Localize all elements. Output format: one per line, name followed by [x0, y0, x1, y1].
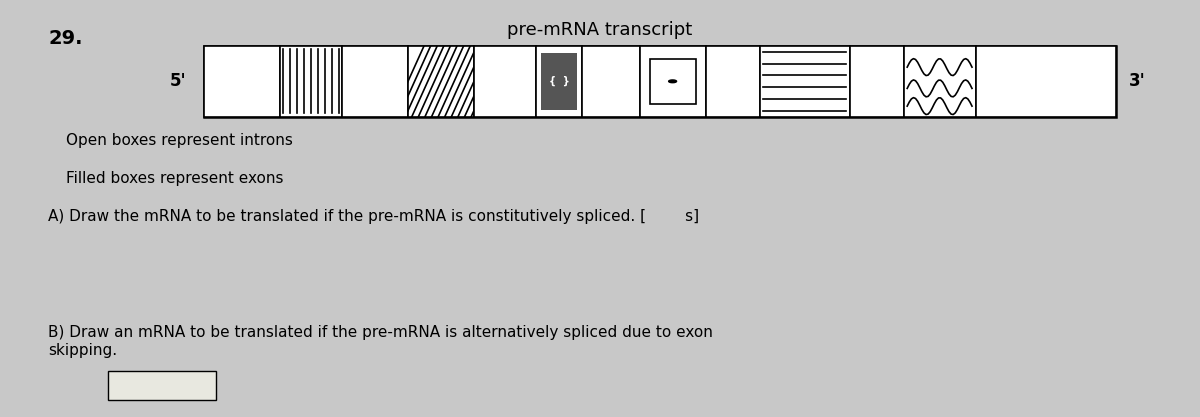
Text: 5': 5': [169, 72, 186, 90]
Bar: [474, 46, 536, 117]
Bar: [408, 46, 474, 117]
Bar: [408, 46, 474, 117]
Bar: [850, 46, 904, 117]
Bar: [582, 46, 640, 117]
Text: B) Draw an mRNA to be translated if the pre-mRNA is alternatively spliced due to: B) Draw an mRNA to be translated if the …: [48, 325, 713, 358]
Bar: [904, 46, 976, 117]
Text: Filled boxes represent exons: Filled boxes represent exons: [66, 171, 283, 186]
Bar: [280, 46, 342, 117]
Bar: [706, 46, 760, 117]
Text: Open boxes represent introns: Open boxes represent introns: [66, 133, 293, 148]
Bar: [108, 371, 216, 400]
Bar: [640, 46, 706, 117]
Bar: [649, 59, 696, 104]
Bar: [280, 46, 342, 117]
Circle shape: [668, 80, 677, 83]
Bar: [541, 53, 577, 110]
Text: 3': 3': [1129, 72, 1146, 90]
Bar: [204, 46, 280, 117]
Text: {  }: { }: [548, 76, 570, 86]
Bar: [904, 46, 976, 117]
Bar: [342, 46, 408, 117]
Bar: [760, 46, 850, 117]
Bar: [976, 46, 1116, 117]
Text: A) Draw the mRNA to be translated if the pre-mRNA is constitutively spliced. [  : A) Draw the mRNA to be translated if the…: [48, 208, 700, 224]
Text: 29.: 29.: [48, 29, 83, 48]
Bar: [204, 46, 1116, 117]
Bar: [536, 46, 582, 117]
Bar: [760, 46, 850, 117]
Text: pre-mRNA transcript: pre-mRNA transcript: [508, 21, 692, 39]
